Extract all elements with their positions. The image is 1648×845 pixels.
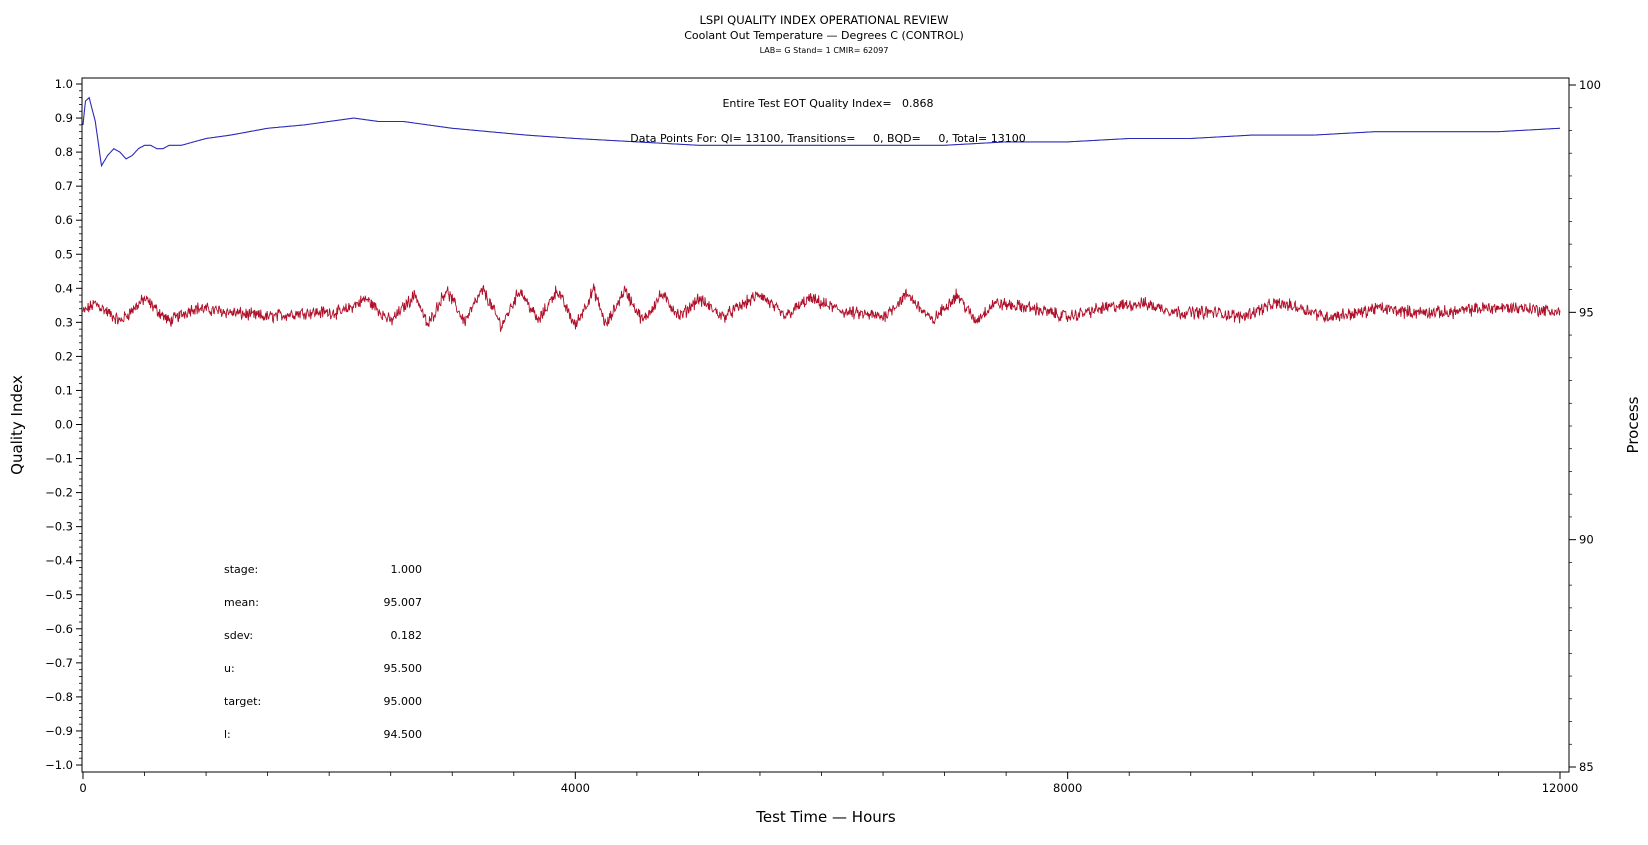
stat-label: l:: [224, 728, 231, 741]
y2-tick-label: 100: [1579, 78, 1601, 92]
stat-label: target:: [224, 695, 261, 708]
y-tick-label: 0.3: [55, 315, 73, 329]
bottom-axis: 0 4000 8000 12000: [79, 772, 1578, 795]
stat-value: 0.182: [391, 629, 423, 642]
data-points-annotation: Data Points For: QI= 13100, Transitions=…: [630, 132, 1025, 145]
stat-value: 94.500: [384, 728, 423, 741]
y-tick-label: −1.0: [45, 758, 73, 772]
plot-frame: [81, 77, 1570, 773]
stat-value: 95.000: [384, 695, 423, 708]
quality-index-annotation: Entire Test EOT Quality Index= 0.868: [722, 97, 933, 110]
stat-label: mean:: [224, 596, 259, 609]
y-tick-label: 0.7: [55, 179, 73, 193]
stat-value: 95.007: [384, 596, 423, 609]
y-tick-label: −0.9: [45, 724, 73, 738]
y2-tick-label: 85: [1579, 760, 1594, 774]
y-tick-label: −0.2: [45, 486, 73, 500]
y-tick-label: 0.4: [55, 281, 73, 295]
y2-tick-label: 90: [1579, 533, 1594, 547]
chart-title: LSPI QUALITY INDEX OPERATIONAL REVIEW: [699, 13, 948, 27]
right-axis: 100 95 90 85: [1569, 78, 1601, 774]
y-tick-label: 0.5: [55, 247, 73, 261]
y2-axis-title: Process: [1624, 396, 1642, 453]
chart-subtitle-2: LAB= G Stand= 1 CMIR= 62097: [760, 46, 889, 55]
y-tick-label: 0.2: [55, 349, 73, 363]
x-tick-label: 0: [79, 781, 86, 795]
y2-tick-label: 95: [1579, 305, 1594, 319]
process-line: [82, 283, 1561, 332]
chart-subtitle: Coolant Out Temperature — Degrees C (CON…: [684, 29, 964, 42]
y-tick-label: 0.6: [55, 213, 73, 227]
x-tick-label: 4000: [561, 781, 590, 795]
y-tick-label: −0.8: [45, 690, 73, 704]
y-tick-label: −0.7: [45, 656, 73, 670]
y-tick-label: 0.8: [55, 145, 73, 159]
stat-value: 1.000: [391, 563, 423, 576]
stats-table: stage: 1.000 mean: 95.007 sdev: 0.182 u: 95.500…: [224, 563, 422, 741]
stat-label: u:: [224, 662, 235, 675]
y-tick-label: −0.6: [45, 622, 73, 636]
y-axis-title: Quality Index: [8, 375, 26, 475]
stat-label: stage:: [224, 563, 258, 576]
y-tick-label: −0.1: [45, 452, 73, 466]
y-tick-label: −0.3: [45, 520, 73, 534]
y-tick-label: 0.0: [55, 418, 73, 432]
y-tick-label: 1.0: [55, 77, 73, 91]
stat-value: 95.500: [384, 662, 423, 675]
x-tick-label: 12000: [1542, 781, 1579, 795]
quality-index-line: [82, 96, 1560, 168]
y-tick-label: 0.1: [55, 383, 73, 397]
y-tick-label: −0.4: [45, 554, 73, 568]
series-layer: [82, 96, 1561, 332]
x-axis-title: Test Time — Hours: [755, 808, 896, 826]
left-axis: 1.0 0.9 0.8 0.7 0.6 0.5 0.4 0.3 0.2 0.1 0.0 −0.1 −0.…: [45, 77, 82, 772]
y-tick-label: 0.9: [55, 111, 73, 125]
x-tick-label: 8000: [1053, 781, 1082, 795]
y-tick-label: −0.5: [45, 588, 73, 602]
stat-label: sdev:: [224, 629, 253, 642]
